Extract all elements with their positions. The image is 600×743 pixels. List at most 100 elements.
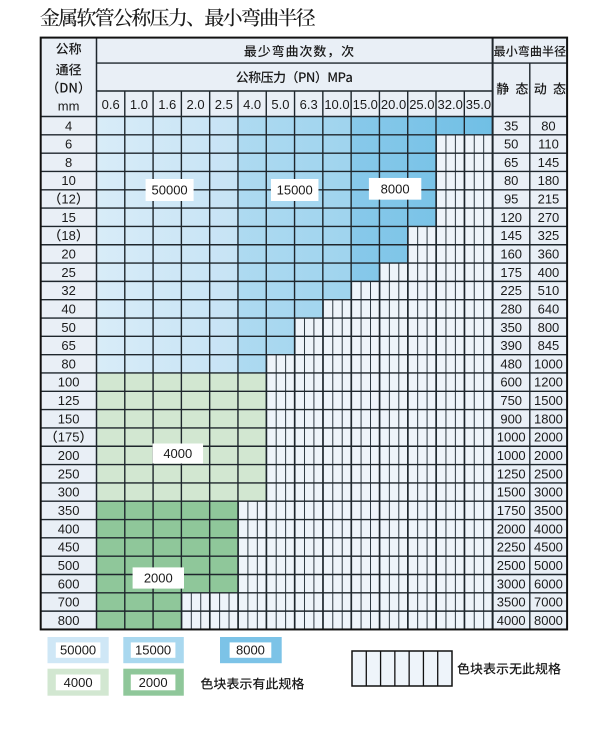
- svg-text:80: 80: [541, 118, 555, 133]
- svg-text:50000: 50000: [60, 643, 96, 658]
- svg-text:1250: 1250: [497, 466, 526, 481]
- svg-text:600: 600: [500, 375, 522, 390]
- svg-text:1750: 1750: [497, 503, 526, 518]
- svg-text:32.0: 32.0: [438, 97, 463, 112]
- svg-text:80: 80: [504, 173, 518, 188]
- svg-text:0.6: 0.6: [102, 97, 120, 112]
- svg-text:25.0: 25.0: [409, 97, 434, 112]
- svg-text:270: 270: [538, 210, 560, 225]
- svg-text:15000: 15000: [277, 183, 313, 198]
- svg-text:200: 200: [58, 448, 80, 463]
- svg-text:700: 700: [58, 595, 80, 610]
- svg-text:1.0: 1.0: [130, 97, 148, 112]
- svg-text:40: 40: [61, 301, 75, 316]
- svg-text:145: 145: [538, 155, 560, 170]
- svg-text:35.0: 35.0: [466, 97, 491, 112]
- svg-text:8000: 8000: [534, 613, 563, 628]
- svg-text:215: 215: [538, 192, 560, 207]
- svg-text:400: 400: [538, 265, 560, 280]
- svg-text:65: 65: [61, 338, 75, 353]
- svg-text:4000: 4000: [534, 521, 563, 536]
- svg-text:480: 480: [500, 356, 522, 371]
- svg-text:2500: 2500: [497, 558, 526, 573]
- svg-text:350: 350: [58, 503, 80, 518]
- svg-text:400: 400: [58, 521, 80, 536]
- svg-text:110: 110: [538, 137, 559, 152]
- svg-text:750: 750: [500, 393, 522, 408]
- svg-text:800: 800: [538, 320, 560, 335]
- svg-text:8000: 8000: [381, 181, 410, 196]
- svg-text:10: 10: [61, 173, 75, 188]
- svg-text:4: 4: [65, 118, 72, 133]
- svg-text:125: 125: [58, 393, 80, 408]
- svg-text:2250: 2250: [497, 540, 526, 555]
- svg-text:250: 250: [58, 466, 80, 481]
- svg-text:6: 6: [65, 137, 72, 152]
- svg-text:1500: 1500: [497, 485, 526, 500]
- svg-text:280: 280: [500, 301, 522, 316]
- svg-text:2.0: 2.0: [186, 97, 204, 112]
- svg-text:3000: 3000: [497, 576, 526, 591]
- svg-text:390: 390: [500, 338, 522, 353]
- svg-text:100: 100: [58, 375, 80, 390]
- svg-text:12: 12: [61, 192, 75, 207]
- svg-text:500: 500: [58, 558, 80, 573]
- svg-text:1000: 1000: [534, 356, 563, 371]
- svg-text:160: 160: [500, 247, 522, 262]
- svg-text:4000: 4000: [497, 613, 526, 628]
- svg-text:510: 510: [538, 283, 560, 298]
- svg-text:15.0: 15.0: [353, 97, 378, 112]
- svg-text:7000: 7000: [534, 595, 563, 610]
- svg-text:2.5: 2.5: [215, 97, 233, 112]
- svg-text:32: 32: [61, 283, 75, 298]
- svg-text:20.0: 20.0: [381, 97, 406, 112]
- svg-text:225: 225: [500, 283, 522, 298]
- svg-text:65: 65: [504, 155, 518, 170]
- svg-text:2500: 2500: [534, 466, 563, 481]
- svg-text:900: 900: [500, 411, 522, 426]
- svg-text:640: 640: [538, 301, 560, 316]
- svg-text:20: 20: [61, 247, 75, 262]
- svg-text:8: 8: [65, 155, 72, 170]
- svg-text:3500: 3500: [534, 503, 563, 518]
- svg-text:1000: 1000: [497, 448, 526, 463]
- svg-text:4.0: 4.0: [243, 97, 261, 112]
- svg-text:325: 325: [538, 228, 560, 243]
- svg-text:175: 175: [58, 430, 80, 445]
- svg-text:6000: 6000: [534, 576, 563, 591]
- svg-text:120: 120: [500, 210, 522, 225]
- svg-text:35: 35: [504, 118, 518, 133]
- svg-text:5.0: 5.0: [271, 97, 289, 112]
- svg-text:5000: 5000: [534, 558, 563, 573]
- svg-text:1000: 1000: [497, 430, 526, 445]
- svg-text:180: 180: [538, 173, 560, 188]
- svg-text:2000: 2000: [139, 675, 168, 690]
- svg-text:2000: 2000: [534, 448, 563, 463]
- svg-text:4000: 4000: [163, 446, 192, 461]
- svg-text:2000: 2000: [497, 521, 526, 536]
- svg-text:mm: mm: [58, 99, 80, 114]
- svg-text:2000: 2000: [534, 430, 563, 445]
- svg-text:2000: 2000: [144, 571, 173, 586]
- svg-text:25: 25: [61, 265, 75, 280]
- svg-text:360: 360: [538, 247, 560, 262]
- svg-text:1500: 1500: [534, 393, 563, 408]
- svg-text:175: 175: [500, 265, 522, 280]
- svg-text:3500: 3500: [497, 595, 526, 610]
- svg-text:4500: 4500: [534, 540, 563, 555]
- svg-text:8000: 8000: [236, 643, 265, 658]
- svg-text:50: 50: [504, 137, 518, 152]
- svg-text:95: 95: [504, 192, 518, 207]
- svg-text:10.0: 10.0: [324, 97, 349, 112]
- svg-text:4000: 4000: [64, 675, 93, 690]
- svg-text:145: 145: [500, 228, 522, 243]
- svg-text:1800: 1800: [534, 411, 563, 426]
- svg-text:50: 50: [61, 320, 75, 335]
- svg-text:845: 845: [538, 338, 560, 353]
- svg-text:450: 450: [58, 540, 80, 555]
- svg-text:350: 350: [500, 320, 522, 335]
- svg-text:1.6: 1.6: [158, 97, 176, 112]
- svg-text:150: 150: [58, 411, 80, 426]
- svg-text:3000: 3000: [534, 485, 563, 500]
- svg-text:15: 15: [61, 210, 75, 225]
